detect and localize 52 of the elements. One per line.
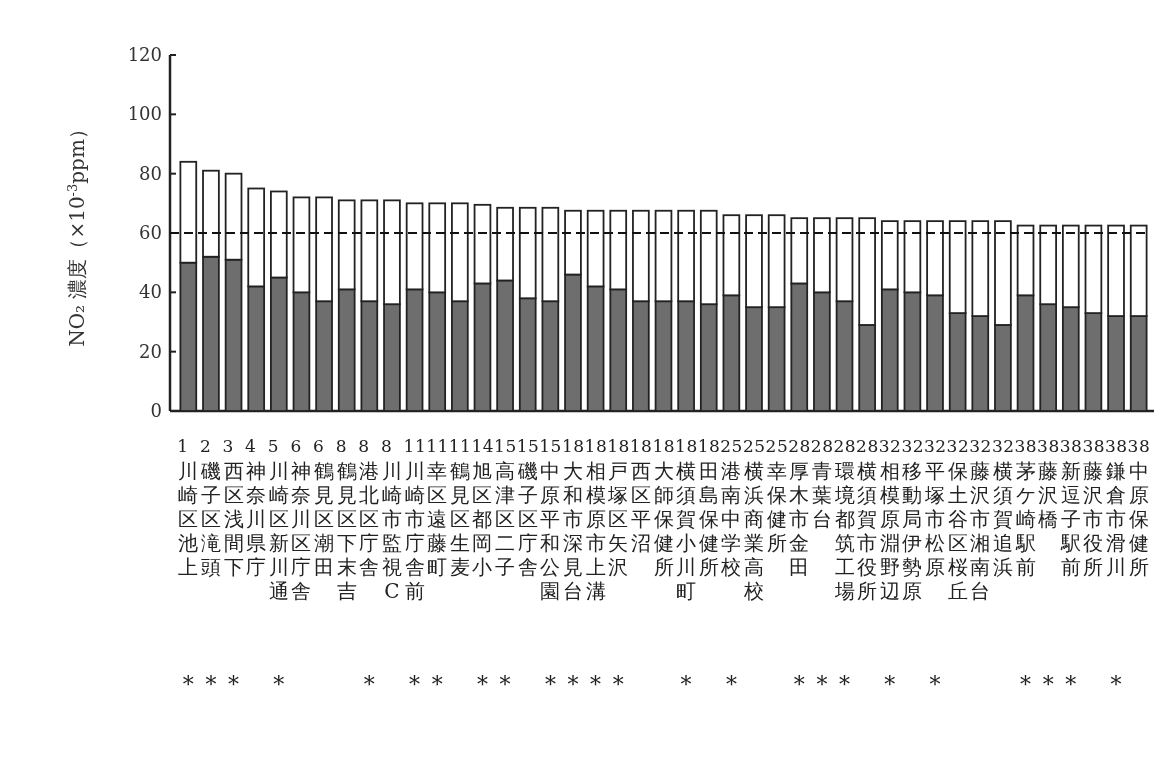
x-tick-label: 戸塚区矢沢: [607, 459, 629, 579]
x-tick-label: 横浜商業高校: [743, 459, 765, 603]
x-tick-label: 鶴見区生麦: [449, 459, 470, 579]
x-tick-label: 神奈川県庁: [246, 459, 267, 579]
x-tick-label: 川崎市監視C: [381, 459, 402, 603]
x-tick-label: 鶴見区潮田: [314, 459, 335, 579]
x-tick-label: 川崎市庁舎前: [404, 459, 425, 603]
x-tick-label: 厚木市金田: [789, 459, 810, 579]
y-tick-label: 40: [139, 281, 162, 303]
x-tick-label: 相模原淵野辺: [879, 459, 900, 603]
x-tick-label: 中原平和公園: [540, 459, 561, 603]
x-tick-label: 中原保健所: [1128, 459, 1149, 579]
x-tick-label: 平塚市松原: [924, 459, 946, 579]
x-tick-label: 田島保健所: [698, 459, 719, 579]
y-tick-label: 0: [150, 400, 162, 421]
text: *** * * ** ** **** * * *** * * *** *: [182, 672, 1122, 697]
x-tick-label: 幸保健所: [766, 459, 787, 555]
x-tick-label: 港北区庁舎: [359, 459, 380, 579]
x-tick-label: 新逗子駅前: [1059, 459, 1081, 579]
x-tick-label: 横須賀市役所: [857, 459, 878, 603]
x-tick-label: 茅ケ崎駅前: [1014, 459, 1036, 579]
text: 1 2 3 4 5 6 6 8 8 8 111111141515151818181818181825252528282828323232323232383838383838: [177, 436, 1150, 456]
x-tick-label: 環境都筑工場: [833, 459, 855, 603]
x-tick-label: 移動局伊勢原: [902, 459, 923, 603]
x-tick-label: 藤沢市湘南台: [970, 459, 991, 603]
x-tick-label: 大師保健所: [653, 459, 674, 579]
x-tick-label: 高津区二子: [495, 459, 516, 579]
y-tick-label: 20: [139, 340, 162, 362]
y-tick-label: 100: [127, 103, 162, 125]
x-tick-label: 相模原市上溝: [585, 459, 606, 603]
x-tick-label: 磯子区滝頭: [199, 459, 221, 579]
x-tick-label: 横須賀小川町: [676, 459, 697, 603]
x-tick-label: 川崎区新川通: [268, 459, 289, 603]
x-tick-label: 川崎区池上: [178, 459, 199, 579]
x-tick-label: 保土谷区桜丘: [947, 459, 968, 603]
x-tick-label: 西区浅間下: [223, 459, 244, 579]
y-tick-label: 80: [139, 162, 162, 184]
x-tick-label: 西区平沼: [630, 459, 651, 555]
x-tick-label: 藤沢橋: [1038, 459, 1059, 531]
x-tick-label: 青葉台: [811, 459, 832, 531]
x-tick-label: 神奈川区庁舎: [291, 459, 312, 603]
y-tick-label: 60: [139, 222, 162, 243]
x-tick-label: 幸区遠藤町: [427, 459, 448, 579]
x-tick-label: 旭区都岡小: [472, 459, 493, 579]
y-tick-label: 120: [127, 44, 162, 65]
x-tick-label: 藤沢市役所: [1083, 459, 1104, 579]
x-tick-label: 大和市深見台: [562, 459, 583, 603]
x-tick-label: 磯子区庁舎: [516, 459, 538, 579]
x-tick-label: 鶴見区下末吉: [336, 459, 357, 603]
x-tick-label: 鎌倉市滑川: [1106, 459, 1127, 579]
x-tick-label: 港南中学校: [720, 459, 742, 579]
x-tick-label: 横須賀追浜: [992, 459, 1013, 579]
